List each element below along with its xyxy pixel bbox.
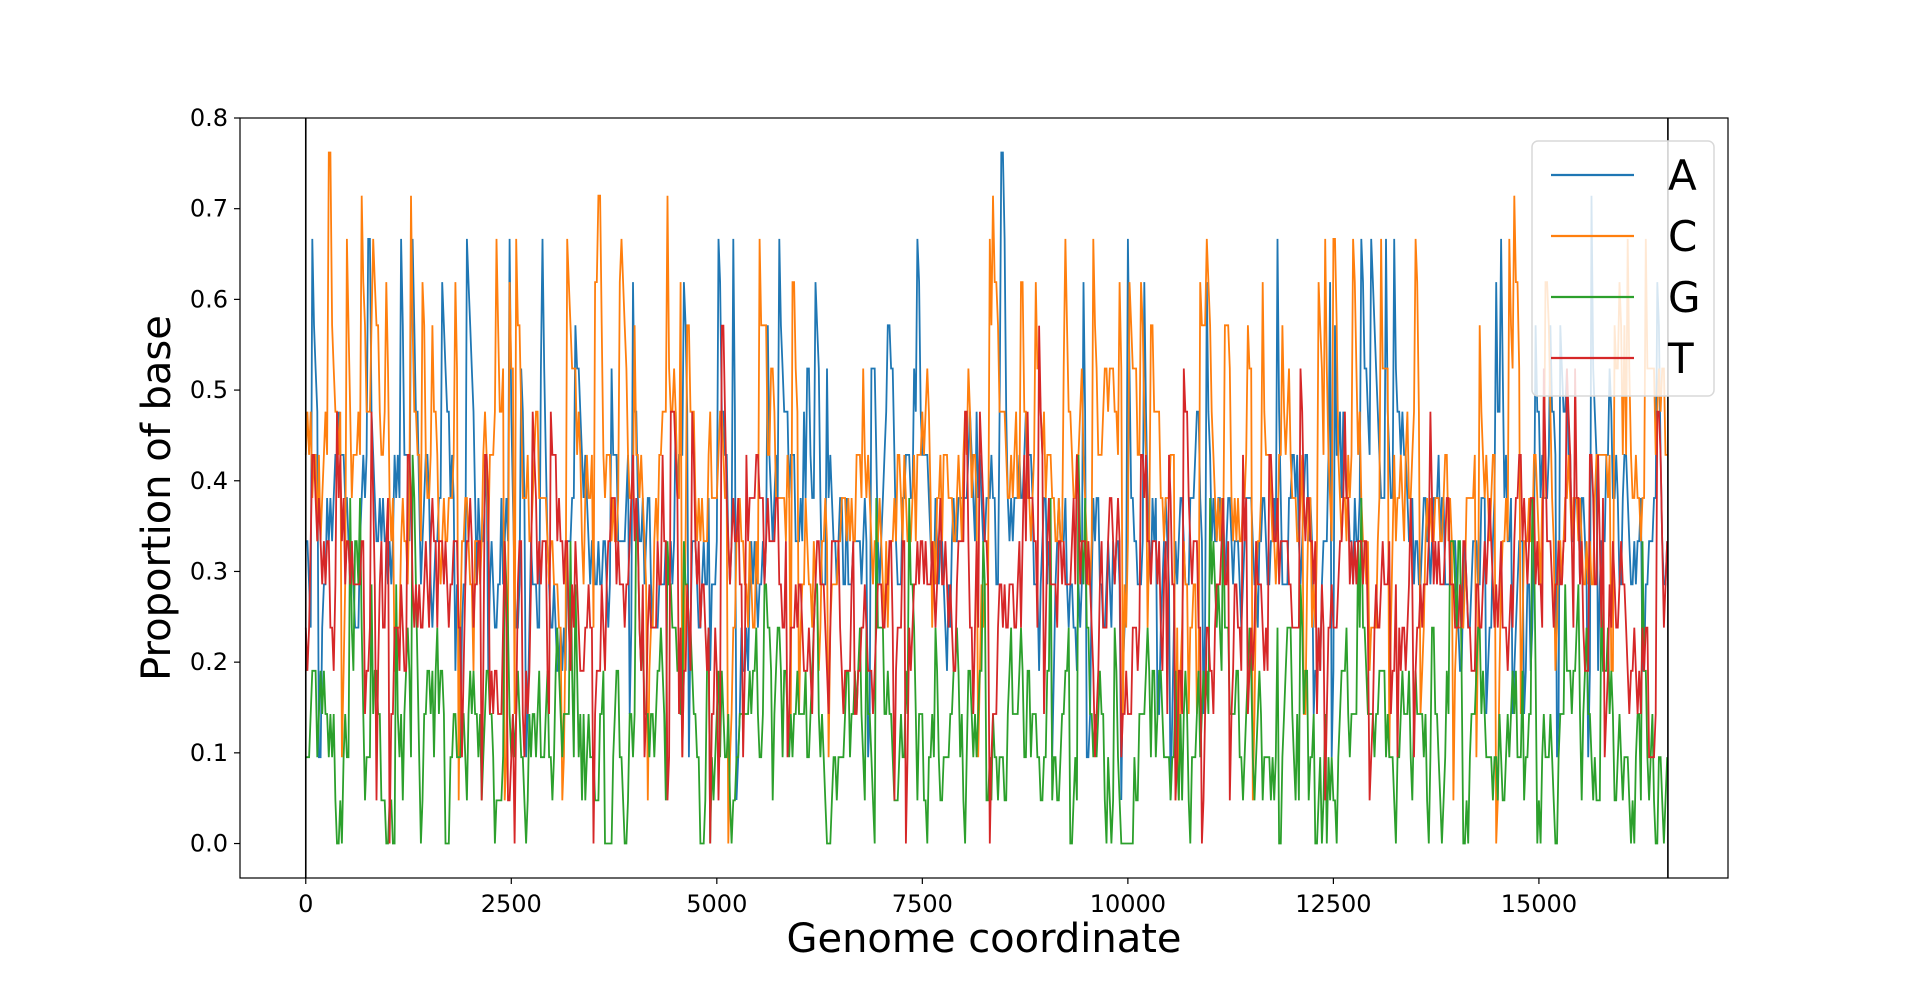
plot-frame bbox=[239, 117, 1729, 879]
y-tick-label: 0.4 bbox=[190, 467, 228, 495]
x-axis-ticks: 0 2500 5000 7500 10000 12500 15000 bbox=[298, 878, 1577, 918]
series-line-T bbox=[304, 324, 1669, 844]
legend-label-A: A bbox=[1668, 151, 1697, 200]
y-axis-ticks: 0.0 0.1 0.2 0.3 0.4 0.5 0.6 0.7 0.8 bbox=[190, 104, 240, 858]
legend-label-T: T bbox=[1667, 334, 1694, 383]
y-tick-label: 0.8 bbox=[190, 104, 228, 132]
x-tick-label: 7500 bbox=[892, 890, 953, 918]
legend-box bbox=[1531, 140, 1715, 397]
y-tick-label: 0.0 bbox=[190, 830, 228, 858]
series-line-G bbox=[305, 454, 1669, 845]
series-layer bbox=[304, 151, 1669, 845]
x-axis-label: Genome coordinate bbox=[786, 916, 1181, 962]
y-tick-label: 0.1 bbox=[190, 739, 228, 767]
x-tick-label: 2500 bbox=[481, 890, 542, 918]
legend-label-G: G bbox=[1668, 273, 1701, 322]
y-tick-label: 0.5 bbox=[190, 376, 228, 404]
x-tick-label: 0 bbox=[298, 890, 313, 918]
x-tick-label: 12500 bbox=[1295, 890, 1371, 918]
y-tick-label: 0.2 bbox=[190, 648, 228, 676]
legend-label-C: C bbox=[1668, 212, 1697, 261]
y-tick-label: 0.3 bbox=[190, 557, 228, 585]
x-tick-label: 10000 bbox=[1090, 890, 1166, 918]
y-tick-label: 0.7 bbox=[190, 195, 228, 223]
x-tick-label: 5000 bbox=[686, 890, 747, 918]
x-tick-label: 15000 bbox=[1501, 890, 1577, 918]
y-axis-label: Proportion of base bbox=[134, 315, 180, 681]
y-tick-label: 0.6 bbox=[190, 285, 228, 313]
